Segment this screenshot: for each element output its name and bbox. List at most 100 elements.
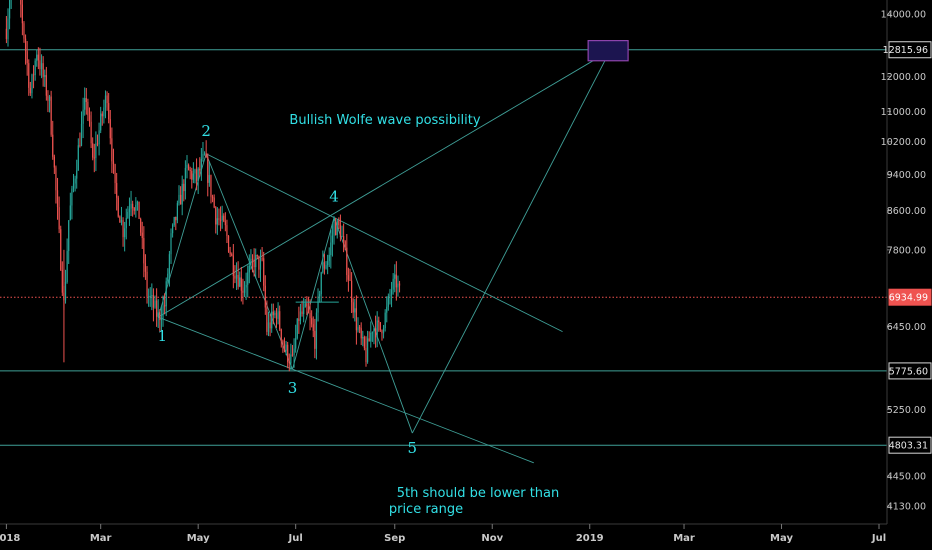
candles <box>5 0 401 372</box>
candle-body <box>26 51 28 64</box>
candle-body <box>386 306 388 313</box>
candle-body <box>397 283 399 288</box>
candle-body <box>52 134 54 157</box>
candle-body <box>21 4 23 24</box>
candle-body <box>331 235 334 243</box>
candle-body <box>301 311 303 315</box>
y-tick-label: 6450.00 <box>887 322 926 333</box>
candle-body <box>178 194 180 204</box>
y-tick-label: 7800.00 <box>887 245 926 256</box>
candle-body <box>325 265 327 269</box>
candle-body <box>303 307 305 315</box>
candle-body <box>242 290 244 293</box>
price-axis[interactable]: 14000.00 12000.00 11000.00 10200.00 9400.00 8… <box>881 10 932 513</box>
target-box[interactable] <box>587 40 629 62</box>
candle-body <box>211 196 214 198</box>
candle-body <box>87 102 89 116</box>
candle-body <box>202 153 204 159</box>
y-tick-label: 12000.00 <box>881 72 926 83</box>
annotation-text: Bullish Wolfe wave possibility <box>289 113 480 128</box>
candle-body <box>160 319 163 321</box>
candle-body <box>120 220 123 223</box>
candle-body <box>215 207 217 225</box>
level-badge-label: 12815.96 <box>883 45 928 56</box>
candle-body <box>370 332 372 342</box>
candle-body <box>328 254 330 261</box>
candle-body <box>259 258 262 270</box>
candle-body <box>389 294 391 297</box>
candle-body <box>28 63 30 88</box>
level-badge-label: 4803.31 <box>889 441 928 452</box>
level-badge <box>888 288 932 306</box>
candle-body <box>218 218 220 220</box>
candle-body <box>264 285 266 308</box>
candle-body <box>358 327 361 329</box>
candle-body <box>84 98 86 110</box>
candle-body <box>56 190 59 208</box>
y-tick-label: 8600.00 <box>887 206 926 217</box>
candle-body <box>159 312 161 321</box>
candle-body <box>232 255 234 276</box>
candle-body <box>291 354 294 356</box>
candle-body <box>261 258 263 260</box>
candle-body <box>387 296 389 307</box>
annotations: 1 2 3 4 5 Bullish Wolfe wave possibility 5th s… <box>157 113 559 517</box>
candle-body <box>200 158 202 171</box>
candle-body <box>5 28 7 39</box>
candle-body <box>165 281 167 307</box>
candle-body <box>248 265 250 273</box>
candle-body <box>267 322 270 332</box>
candle-body <box>256 255 258 257</box>
candle-body <box>100 113 102 131</box>
candle-body <box>373 328 375 333</box>
time-axis[interactable]: 2018 Mar May Jul Sep Nov 2019 Mar May Jul <box>0 524 886 544</box>
candle-body <box>381 330 383 334</box>
candle-body <box>398 283 401 286</box>
candle-body <box>76 170 78 179</box>
candle-body <box>141 232 143 239</box>
candle-body <box>111 138 113 162</box>
candle-body <box>207 157 209 183</box>
candle-body <box>103 107 105 117</box>
candle-body <box>144 263 147 272</box>
y-tick-label: 9400.00 <box>887 170 926 181</box>
candle-body <box>77 145 79 171</box>
candle-body <box>290 354 292 364</box>
candle-body <box>219 219 222 221</box>
candle-body <box>146 271 148 297</box>
candle-body <box>42 63 44 77</box>
candle-body <box>390 289 393 295</box>
candle-body <box>130 203 132 209</box>
candle-body <box>125 218 127 229</box>
candle-body <box>152 295 155 308</box>
candle-body <box>181 183 183 205</box>
candle-body <box>347 275 350 280</box>
candle-body <box>280 329 282 341</box>
y-tick-label: 14000.00 <box>881 10 926 21</box>
candle-body <box>138 201 140 219</box>
candle-body <box>170 233 172 255</box>
candle-body <box>117 197 119 217</box>
candle-body <box>109 119 111 139</box>
level-badge-label: 5775.60 <box>889 366 928 377</box>
candle-body <box>229 251 231 255</box>
candle-body <box>327 260 329 266</box>
candle-body <box>258 255 260 270</box>
candle-body <box>245 284 247 288</box>
candle-body <box>213 197 215 208</box>
candle-body <box>379 322 381 331</box>
candle-body <box>132 203 134 209</box>
candle-body <box>275 312 278 319</box>
candle-body <box>66 250 68 283</box>
candle-body <box>365 347 367 362</box>
candle-body <box>306 303 308 307</box>
x-tick-label: Sep <box>384 533 405 544</box>
target-box-group <box>587 40 629 62</box>
candle-body <box>234 275 236 279</box>
candle-body <box>116 183 118 198</box>
candle-body <box>363 337 365 348</box>
candle-body <box>127 211 129 219</box>
candle-body <box>199 168 201 171</box>
candle-body <box>269 322 271 329</box>
